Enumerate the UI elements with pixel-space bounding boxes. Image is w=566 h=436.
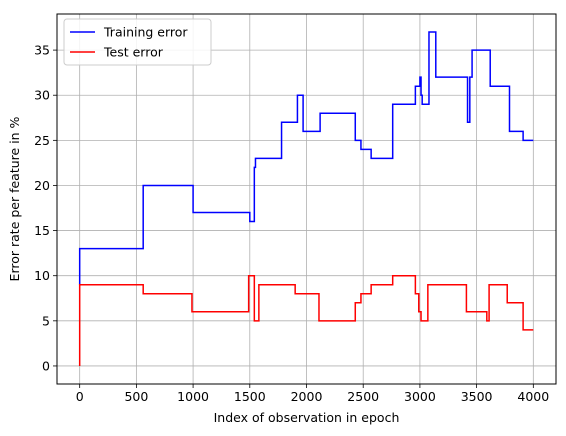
x-axis-label: Index of observation in epoch xyxy=(214,410,400,425)
x-tick-label: 3000 xyxy=(404,389,436,404)
x-tick-label: 1500 xyxy=(234,389,266,404)
x-tick-label: 3500 xyxy=(461,389,493,404)
legend: Training error Test error xyxy=(63,18,212,66)
y-tick-label: 20 xyxy=(34,178,50,193)
series-line-1 xyxy=(78,274,534,366)
x-tick-label: 1000 xyxy=(177,389,209,404)
x-tick-label: 4000 xyxy=(517,389,549,404)
x-tick-label: 2500 xyxy=(347,389,379,404)
series-line-0 xyxy=(78,31,534,285)
legend-box xyxy=(63,18,212,66)
x-tick-label: 0 xyxy=(76,389,84,404)
x-tick-label: 2000 xyxy=(291,389,323,404)
y-axis-ticks: 0 5 10 15 20 25 30 35 xyxy=(34,43,57,373)
series-layer xyxy=(78,31,534,366)
y-tick-label: 10 xyxy=(34,268,50,283)
y-tick-label: 30 xyxy=(34,88,50,103)
grid-lines xyxy=(57,14,556,384)
y-tick-label: 25 xyxy=(34,133,50,148)
legend-label-0: Training error xyxy=(103,25,188,40)
y-tick-label: 0 xyxy=(42,358,50,373)
y-axis-label: Error rate per feature in % xyxy=(7,116,22,281)
y-tick-label: 35 xyxy=(34,43,50,58)
legend-label-1: Test error xyxy=(103,45,164,60)
y-tick-label: 5 xyxy=(42,313,50,328)
y-tick-label: 15 xyxy=(34,223,50,238)
x-tick-label: 500 xyxy=(124,389,148,404)
x-axis-ticks: 0 500 1000 1500 2000 2500 3000 3500 4000 xyxy=(76,384,549,404)
